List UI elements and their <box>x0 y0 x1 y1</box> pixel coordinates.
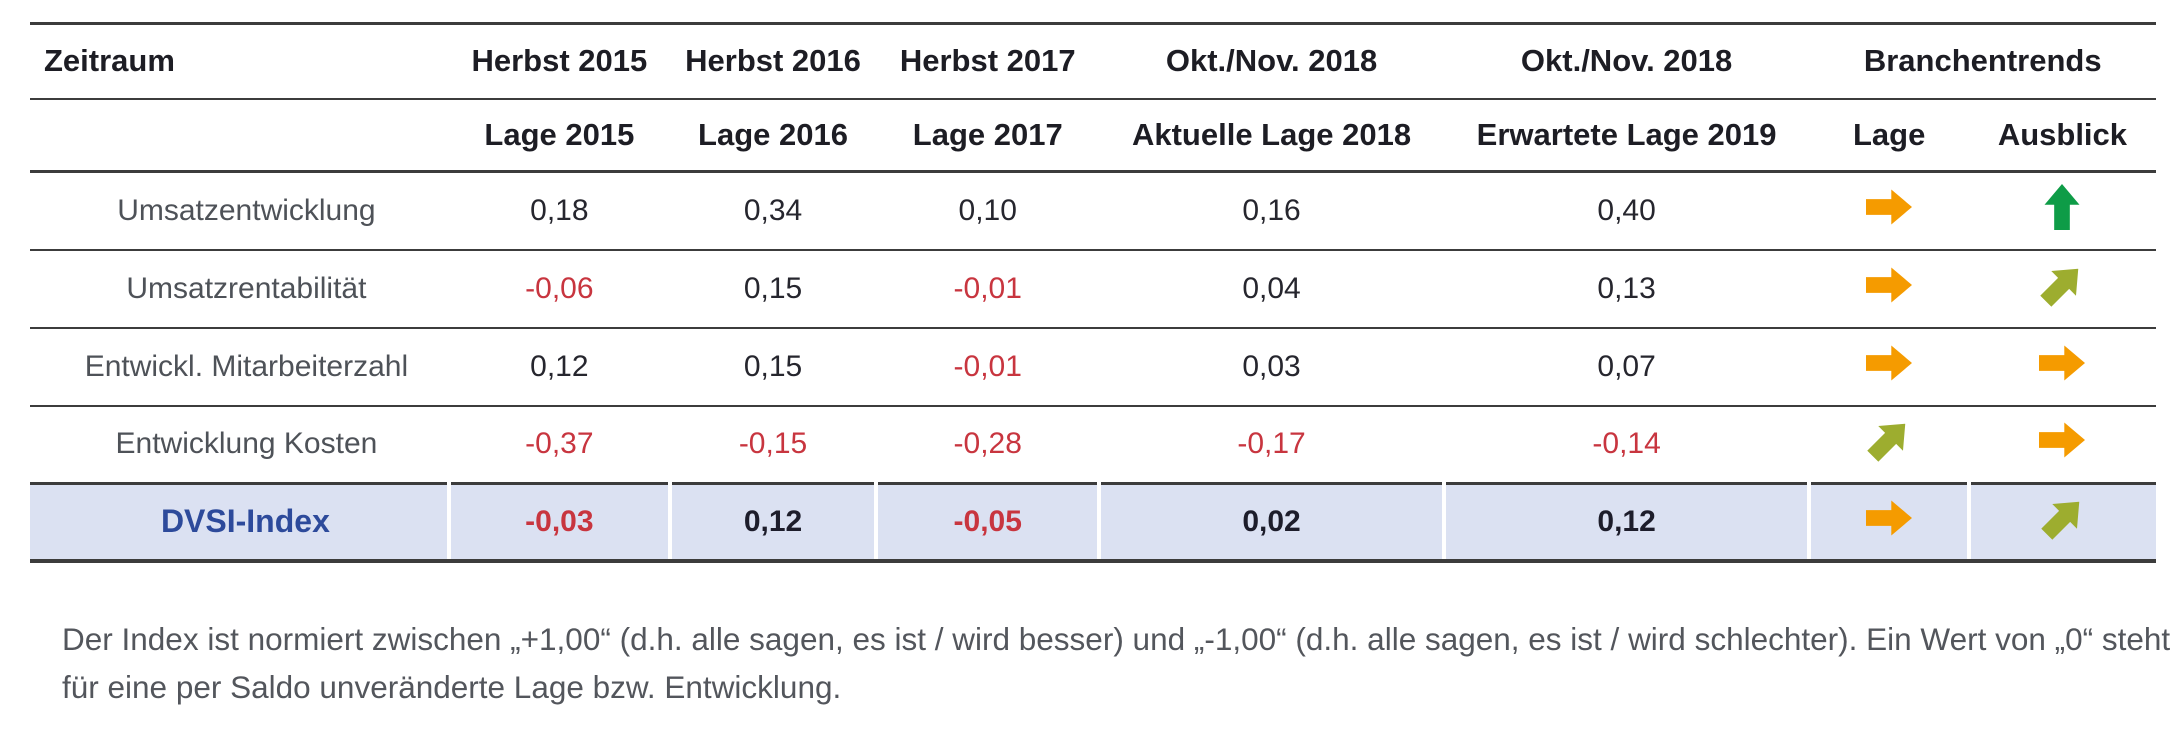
trend-cell-ausblick <box>1968 404 2156 484</box>
value-cell: 0,18 <box>448 170 670 250</box>
right-arrow-icon <box>1866 340 1913 386</box>
header-aktuelle-lage-2018: Aktuelle Lage 2018 <box>1099 97 1444 172</box>
trend-cell-lage <box>1807 482 1969 563</box>
trend-cell-ausblick <box>1968 170 2156 250</box>
table-row-umsatzrentabilitaet: Umsatzrentabilität -0,06 0,15 -0,01 0,04… <box>30 248 2156 328</box>
row-label: Entwickl. Mitarbeiterzahl <box>30 326 449 406</box>
row-label: Umsatzrentabilität <box>30 248 449 328</box>
trend-cell-ausblick <box>1966 482 2156 563</box>
header-row-measure: Lage 2015 Lage 2016 Lage 2017 Aktuelle L… <box>30 97 2156 172</box>
value-cell: 0,10 <box>876 170 1100 250</box>
value-cell: -0,14 <box>1443 404 1810 484</box>
index-footnote: Der Index ist normiert zwischen „+1,00“ … <box>62 620 2171 706</box>
value-cell: 0,13 <box>1443 248 1810 328</box>
up-right-arrow-icon <box>1866 417 1912 463</box>
value-cell: -0,05 <box>874 482 1100 563</box>
up-right-arrow-icon <box>2039 262 2085 308</box>
value-cell: -0,37 <box>448 404 670 484</box>
row-label: Entwicklung Kosten <box>30 404 449 484</box>
header-okt-nov-2018-b: Okt./Nov. 2018 <box>1443 22 1810 99</box>
header-empty <box>30 97 449 172</box>
value-cell: 0,16 <box>1099 170 1444 250</box>
value-cell: -0,15 <box>669 404 877 484</box>
header-herbst-2015: Herbst 2015 <box>448 22 670 99</box>
header-herbst-2016: Herbst 2016 <box>669 22 877 99</box>
value-cell: 0,12 <box>1441 482 1810 563</box>
header-branchentrends: Branchentrends <box>1809 22 2156 99</box>
header-erwartete-lage-2019: Erwartete Lage 2019 <box>1443 97 1810 172</box>
value-cell: -0,06 <box>448 248 670 328</box>
right-arrow-icon <box>1866 262 1913 308</box>
table-row-dvsi-index: DVSI-Index -0,03 0,12 -0,05 0,02 0,12 <box>30 482 2156 563</box>
trend-cell-lage <box>1809 404 1969 484</box>
header-trend-ausblick: Ausblick <box>1968 97 2156 172</box>
value-cell: 0,15 <box>669 248 877 328</box>
header-trend-lage: Lage <box>1809 97 1969 172</box>
table-row-umsatzentwicklung: Umsatzentwicklung 0,18 0,34 0,10 0,16 0,… <box>30 170 2156 250</box>
trend-cell-lage <box>1809 248 1969 328</box>
report-page: Zeitraum Herbst 2015 Herbst 2016 Herbst … <box>30 22 2171 706</box>
right-arrow-icon <box>2039 340 2086 386</box>
value-cell: 0,40 <box>1443 170 1810 250</box>
value-cell: 0,34 <box>669 170 877 250</box>
value-cell: 0,04 <box>1099 248 1444 328</box>
value-cell: -0,28 <box>876 404 1100 484</box>
value-cell: 0,02 <box>1097 482 1444 563</box>
value-cell: -0,01 <box>876 326 1100 406</box>
trend-cell-lage <box>1809 326 1969 406</box>
value-cell: 0,12 <box>667 482 877 563</box>
trend-cell-ausblick <box>1968 248 2156 328</box>
right-arrow-icon <box>1866 184 1913 230</box>
up-right-arrow-icon <box>2040 495 2086 541</box>
right-arrow-icon <box>2039 417 2086 463</box>
right-arrow-icon <box>1866 495 1913 541</box>
value-cell: 0,03 <box>1099 326 1444 406</box>
header-zeitraum: Zeitraum <box>30 22 449 99</box>
value-cell: 0,15 <box>669 326 877 406</box>
value-cell: -0,17 <box>1099 404 1444 484</box>
header-lage-2015: Lage 2015 <box>448 97 670 172</box>
header-lage-2016: Lage 2016 <box>669 97 877 172</box>
trend-cell-ausblick <box>1968 326 2156 406</box>
up-arrow-icon <box>2039 183 2085 230</box>
dvsi-index-table: Zeitraum Herbst 2015 Herbst 2016 Herbst … <box>30 22 2156 563</box>
header-row-period: Zeitraum Herbst 2015 Herbst 2016 Herbst … <box>30 22 2156 99</box>
row-label-dvsi-index: DVSI-Index <box>30 482 449 563</box>
value-cell: -0,03 <box>446 482 670 563</box>
table-row-kosten: Entwicklung Kosten -0,37 -0,15 -0,28 -0,… <box>30 404 2156 484</box>
value-cell: 0,07 <box>1443 326 1810 406</box>
value-cell: 0,12 <box>448 326 670 406</box>
value-cell: -0,01 <box>876 248 1100 328</box>
header-lage-2017: Lage 2017 <box>876 97 1100 172</box>
header-okt-nov-2018-a: Okt./Nov. 2018 <box>1099 22 1444 99</box>
row-label: Umsatzentwicklung <box>30 170 449 250</box>
header-herbst-2017: Herbst 2017 <box>876 22 1100 99</box>
table-row-mitarbeiterzahl: Entwickl. Mitarbeiterzahl 0,12 0,15 -0,0… <box>30 326 2156 406</box>
trend-cell-lage <box>1809 170 1969 250</box>
